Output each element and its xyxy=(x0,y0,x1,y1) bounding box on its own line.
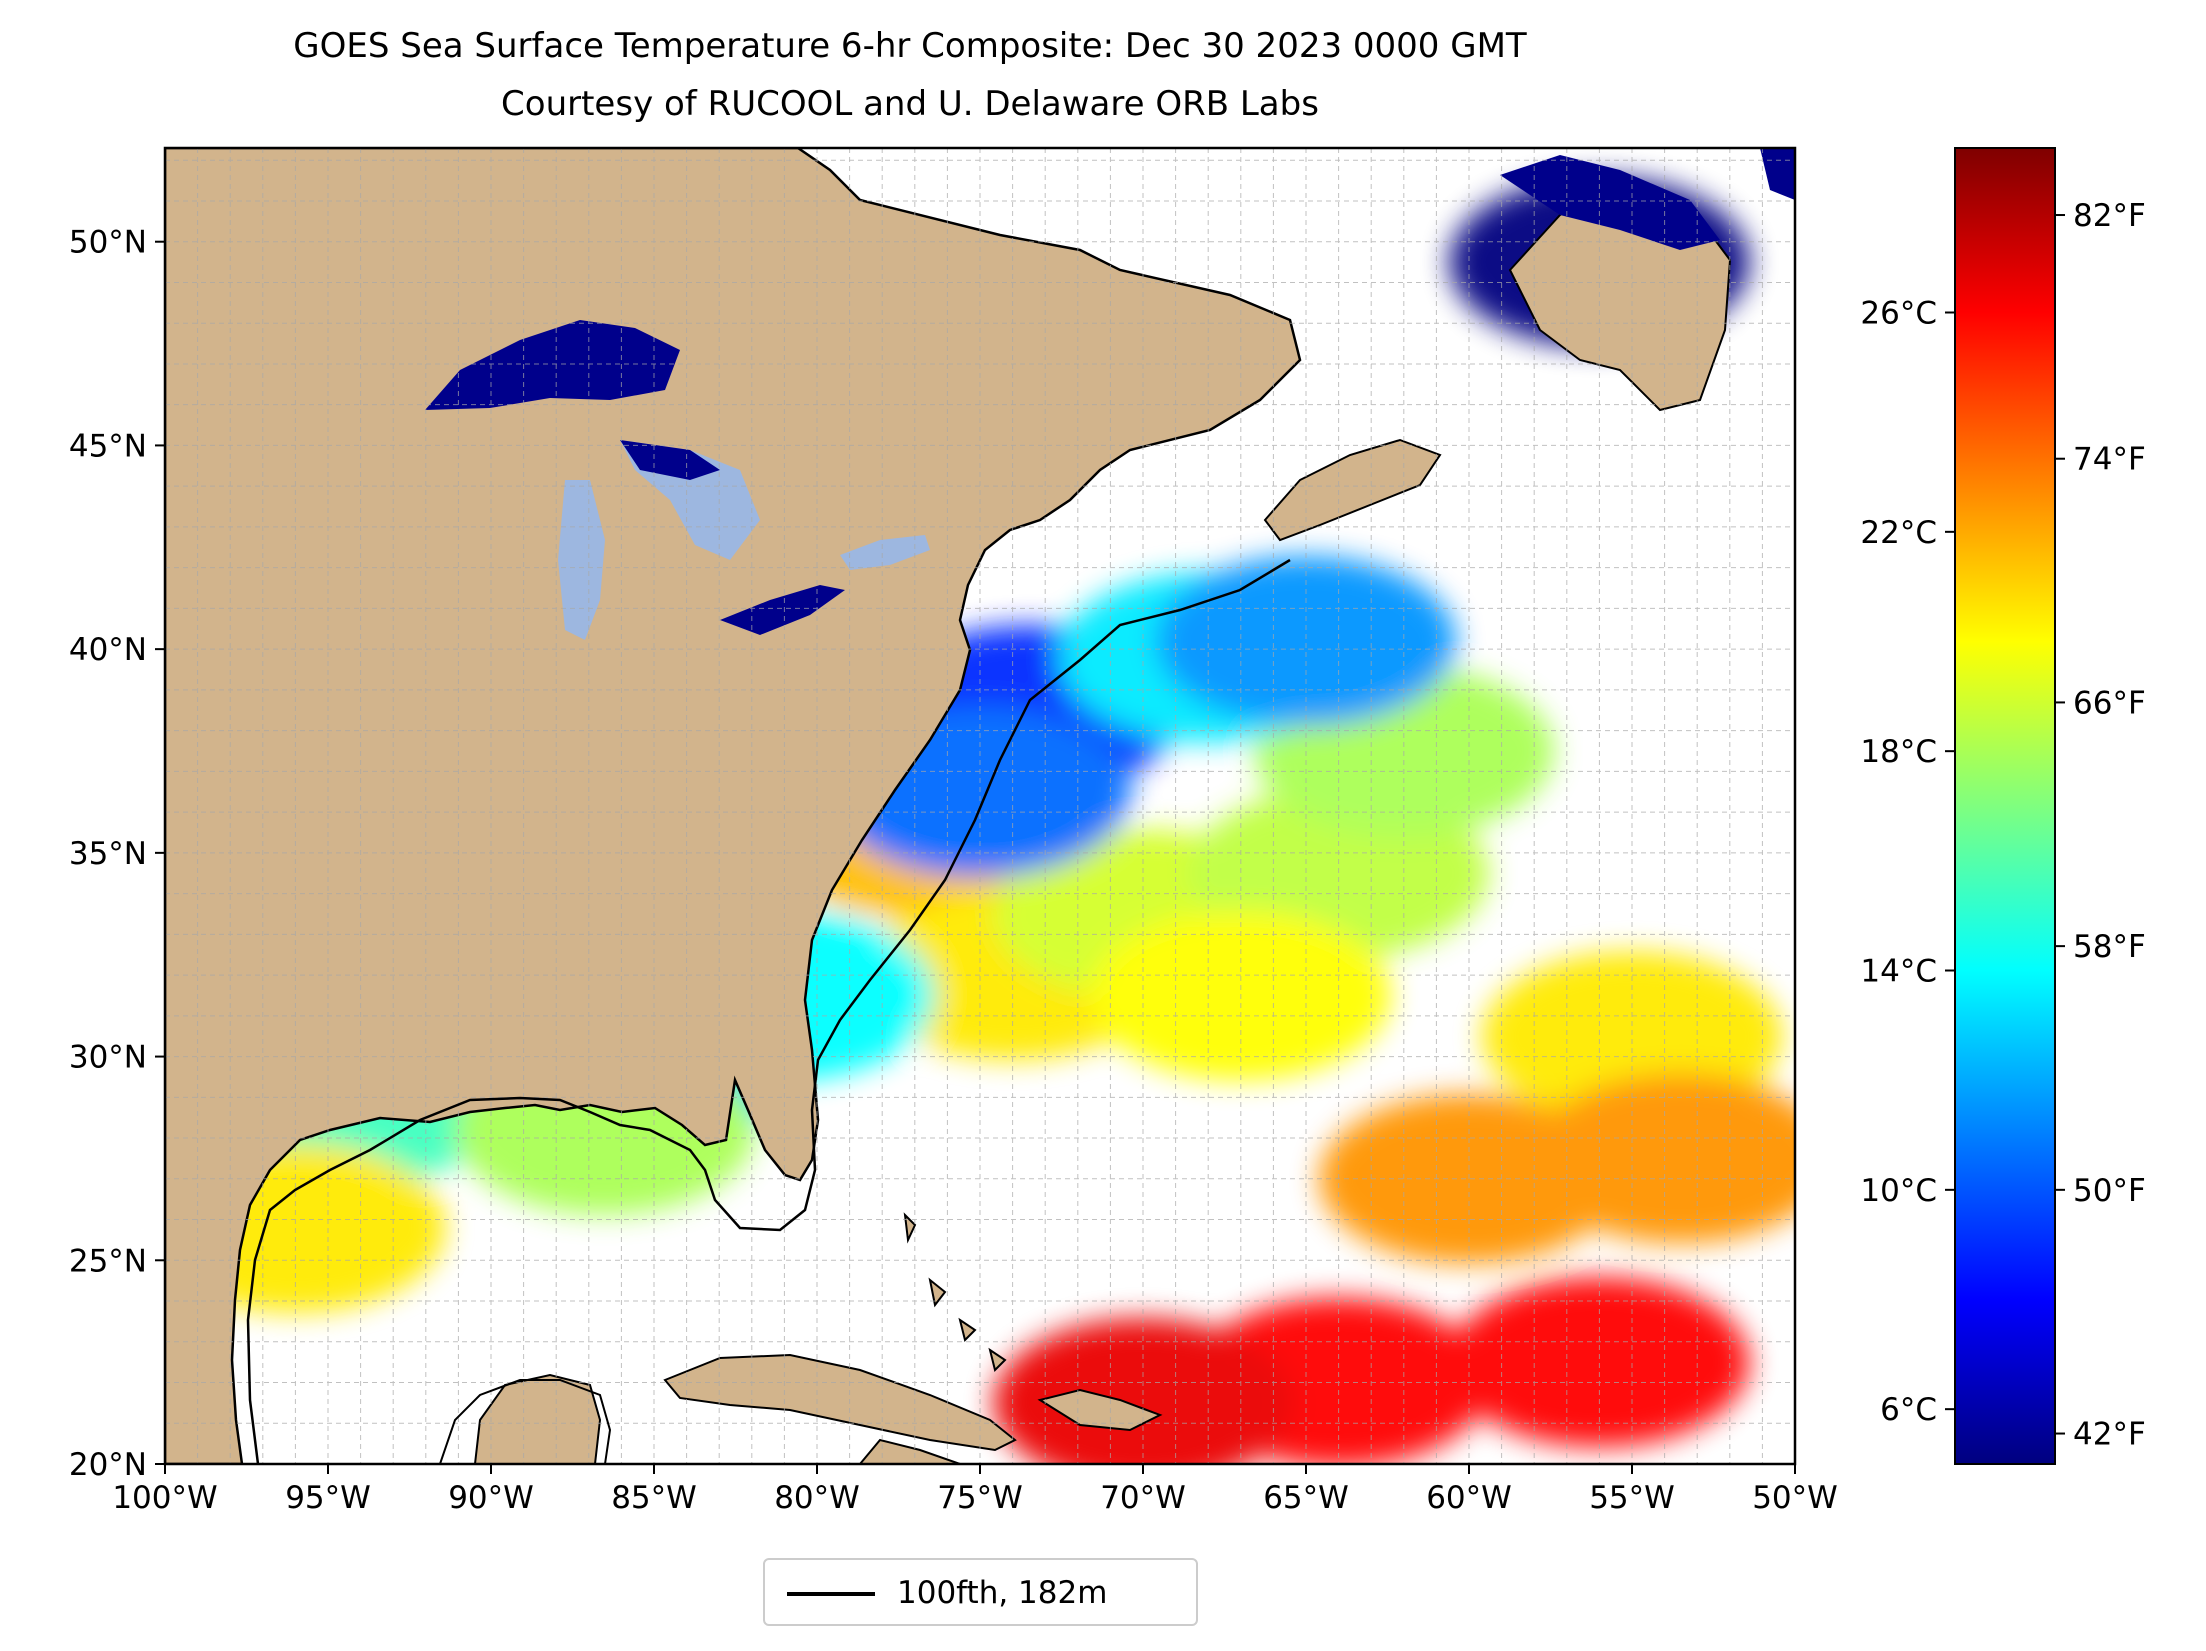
lake-michigan xyxy=(558,480,605,640)
longitude-axis: 100°W 95°W 90°W 85°W 80°W 75°W 70°W 65°W 60°W 55°… xyxy=(112,1464,1838,1516)
isobath-100fth xyxy=(246,558,1291,1464)
central-america-land xyxy=(858,1438,961,1464)
fahrenheit-tick-label: 50°F xyxy=(2073,1173,2146,1209)
latitude-axis: 20°N 25°N 30°N 35°N 40°N 45°N 50°N xyxy=(69,225,165,1483)
map-subtitle: Courtesy of RUCOOL and U. Delaware ORB L… xyxy=(501,84,1319,124)
lon-tick-label: 100°W xyxy=(112,1480,217,1516)
lakes xyxy=(425,148,1795,640)
celsius-tick-label: 10°C xyxy=(1860,1173,1937,1209)
lon-tick-label: 85°W xyxy=(611,1480,697,1516)
lon-tick-label: 50°W xyxy=(1752,1480,1838,1516)
lat-tick-label: 40°N xyxy=(69,632,147,668)
lat-lon-grid xyxy=(165,148,1795,1464)
isobath-yucatan xyxy=(439,1379,612,1464)
cuba-land xyxy=(663,1353,1017,1452)
lon-tick-label: 75°W xyxy=(937,1480,1023,1516)
lake-huron-dark xyxy=(620,440,720,480)
lon-tick-label: 80°W xyxy=(774,1480,860,1516)
legend-line-swatch xyxy=(787,1592,875,1596)
fahrenheit-tick-label: 58°F xyxy=(2073,929,2146,965)
lon-tick-label: 60°W xyxy=(1426,1480,1512,1516)
celsius-tick-label: 26°C xyxy=(1860,296,1937,332)
map-title: GOES Sea Surface Temperature 6-hr Compos… xyxy=(293,26,1527,66)
lake-erie xyxy=(720,585,845,635)
sst-patch xyxy=(1449,1277,1750,1448)
lon-tick-label: 90°W xyxy=(448,1480,534,1516)
lon-tick-label: 55°W xyxy=(1589,1480,1675,1516)
lat-tick-label: 45°N xyxy=(69,428,147,464)
celsius-tick-label: 14°C xyxy=(1860,954,1937,990)
bahamas-islands xyxy=(903,1212,1007,1372)
lake-superior xyxy=(425,320,680,410)
colorbar-fahrenheit-ticks: 42°F 50°F 58°F 66°F 74°F 82°F xyxy=(2055,198,2146,1453)
labrador-dark xyxy=(1760,148,1795,200)
celsius-tick-label: 6°C xyxy=(1880,1392,1937,1428)
map-legend: 100fth, 182m xyxy=(763,1558,1198,1626)
celsius-tick-label: 22°C xyxy=(1860,515,1937,551)
yucatan-land xyxy=(473,1373,602,1464)
lon-tick-label: 65°W xyxy=(1263,1480,1349,1516)
lat-tick-label: 25°N xyxy=(69,1243,147,1279)
colorbar-celsius-ticks: 6°C 10°C 14°C 18°C 22°C 26°C xyxy=(1860,296,1955,1428)
lon-tick-label: 70°W xyxy=(1100,1480,1186,1516)
fahrenheit-tick-label: 74°F xyxy=(2073,442,2146,478)
st-lawrence-dark xyxy=(1500,155,1720,250)
fahrenheit-tick-label: 82°F xyxy=(2073,198,2146,234)
fahrenheit-tick-label: 42°F xyxy=(2073,1417,2146,1453)
lat-tick-label: 50°N xyxy=(69,225,147,261)
hispaniola-land xyxy=(1037,1388,1163,1432)
lake-ontario xyxy=(840,535,930,570)
maritimes-land xyxy=(1263,438,1442,542)
sst-patch xyxy=(1156,555,1456,726)
colorbar-gradient xyxy=(1954,147,2056,1465)
sst-patch xyxy=(1530,1073,1795,1244)
lat-tick-label: 20°N xyxy=(69,1447,147,1483)
fahrenheit-tick-label: 66°F xyxy=(2073,685,2146,721)
lon-tick-label: 95°W xyxy=(285,1480,371,1516)
lat-tick-label: 35°N xyxy=(69,836,147,872)
legend-label: 100fth, 182m xyxy=(897,1575,1108,1611)
celsius-tick-label: 18°C xyxy=(1860,734,1937,770)
lat-tick-label: 30°N xyxy=(69,1040,147,1076)
